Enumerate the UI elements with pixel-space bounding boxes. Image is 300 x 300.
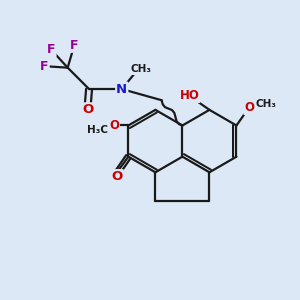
Text: CH₃: CH₃: [256, 99, 277, 109]
Text: O: O: [244, 101, 254, 114]
Text: F: F: [47, 43, 56, 56]
Text: F: F: [40, 60, 49, 73]
Text: N: N: [116, 82, 127, 96]
Text: O: O: [111, 170, 123, 183]
Text: H₃C: H₃C: [87, 125, 108, 135]
Text: F: F: [70, 39, 79, 52]
Text: CH₃: CH₃: [130, 64, 152, 74]
Text: O: O: [109, 119, 119, 132]
Text: HO: HO: [180, 89, 200, 102]
Text: O: O: [82, 103, 93, 116]
